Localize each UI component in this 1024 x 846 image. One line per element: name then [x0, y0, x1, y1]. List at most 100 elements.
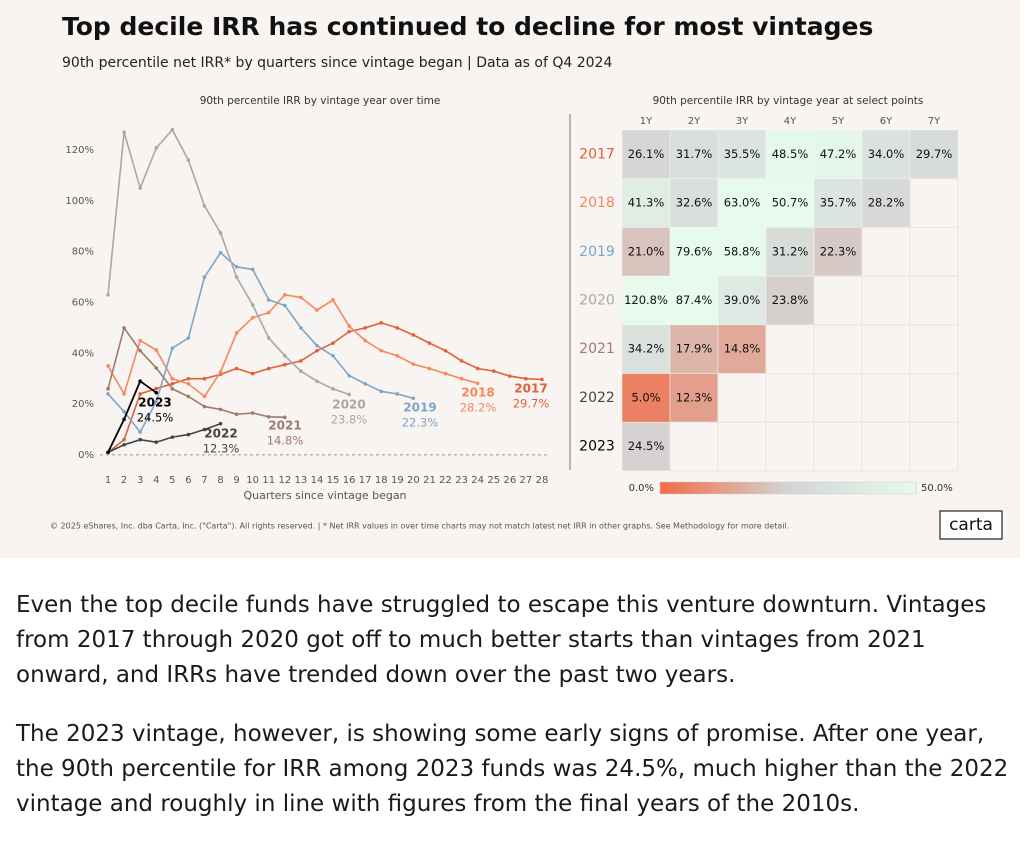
point: [122, 326, 126, 330]
point: [347, 324, 351, 328]
point: [170, 376, 175, 381]
y-tick-label: 80%: [72, 247, 94, 258]
point: [154, 366, 159, 370]
point: [379, 348, 384, 353]
x-tick-label: 27: [520, 475, 533, 486]
point: [186, 432, 191, 437]
point: [283, 415, 287, 420]
point: [218, 407, 223, 412]
series-end-label: 12.3%: [203, 442, 240, 456]
point: [234, 331, 239, 335]
cell-label: 47.2%: [820, 147, 857, 161]
point: [411, 333, 416, 337]
heat-cell: [621, 421, 671, 472]
x-tick-label: 26: [503, 475, 516, 486]
point: [138, 379, 142, 384]
cell-label: 50.7%: [772, 196, 809, 210]
point: [283, 293, 287, 297]
point: [138, 430, 142, 434]
row-label: 2021: [579, 341, 615, 357]
x-tick-label: 6: [185, 475, 191, 486]
point: [202, 394, 207, 399]
point: [170, 346, 175, 351]
cell-label: 39.0%: [724, 293, 761, 307]
series-end-label: 14.8%: [267, 434, 304, 448]
point: [154, 440, 159, 445]
heat-cell: [669, 129, 719, 179]
point: [250, 411, 255, 415]
heat-cell: [813, 178, 863, 228]
point: [266, 310, 271, 315]
point: [138, 338, 142, 343]
point: [459, 359, 464, 363]
point: [331, 354, 335, 358]
chart-title: 90th percentile IRR by vintage year over…: [200, 95, 441, 107]
point: [331, 298, 335, 302]
card-background: [0, 0, 1020, 558]
y-tick-label: 0%: [78, 450, 94, 461]
x-tick-label: 20: [407, 475, 420, 486]
point: [138, 186, 142, 190]
cell-label: 23.8%: [772, 293, 809, 307]
point: [202, 404, 207, 409]
heat-cell: [669, 178, 719, 228]
y-tick-label: 120%: [65, 145, 94, 156]
cell-label: 34.0%: [868, 147, 905, 161]
x-tick-label: 13: [295, 475, 308, 486]
heat-cell: [621, 178, 671, 228]
point: [218, 250, 223, 255]
point: [299, 359, 303, 363]
paragraph: The 2023 vintage, however, is showing so…: [16, 721, 1009, 817]
x-tick-label: 15: [327, 475, 340, 486]
point: [331, 387, 335, 391]
x-tick-label: 28: [536, 475, 549, 486]
cell-label: 12.3%: [676, 390, 713, 404]
point: [218, 231, 223, 235]
point: [315, 379, 319, 384]
point: [186, 336, 191, 340]
point: [283, 354, 287, 358]
point: [234, 366, 239, 371]
x-tick-label: 18: [375, 475, 388, 486]
heat-cell: [717, 178, 767, 228]
heat-cell: [621, 275, 671, 326]
column-header: 2Y: [688, 116, 701, 127]
row-label: 2023: [579, 439, 615, 455]
heat-cell: [813, 227, 863, 277]
series-line: [107, 251, 414, 434]
y-tick-label: 100%: [65, 196, 94, 207]
cell-label: 29.7%: [916, 147, 953, 161]
series-label: 2022: [204, 427, 237, 441]
point: [250, 371, 255, 376]
heat-cell: [717, 275, 767, 326]
point: [475, 381, 480, 386]
x-tick-label: 14: [311, 475, 324, 486]
point: [411, 362, 416, 367]
cell-label: 24.5%: [628, 439, 665, 453]
cell-label: 79.6%: [676, 244, 713, 258]
point: [154, 146, 159, 150]
series-end-label: 24.5%: [137, 411, 174, 425]
point: [427, 366, 432, 371]
chart-title: 90th percentile IRR by vintage year at s…: [653, 95, 924, 107]
heat-cell: [909, 129, 959, 179]
cell-label: 63.0%: [724, 196, 761, 210]
point: [138, 348, 142, 353]
point: [186, 381, 191, 386]
y-tick-label: 40%: [72, 348, 94, 359]
series-label: 2023: [138, 396, 171, 410]
point: [299, 326, 303, 330]
point: [299, 369, 303, 373]
point: [347, 392, 351, 397]
cell-label: 87.4%: [676, 293, 713, 307]
point: [395, 354, 400, 358]
point: [218, 370, 223, 374]
point: [524, 376, 528, 381]
series-label: 2018: [461, 386, 494, 400]
cell-label: 31.2%: [772, 244, 809, 258]
point: [283, 303, 287, 308]
cell-label: 21.0%: [628, 244, 665, 258]
x-tick-label: 21: [423, 475, 436, 486]
x-tick-label: 7: [201, 475, 207, 486]
